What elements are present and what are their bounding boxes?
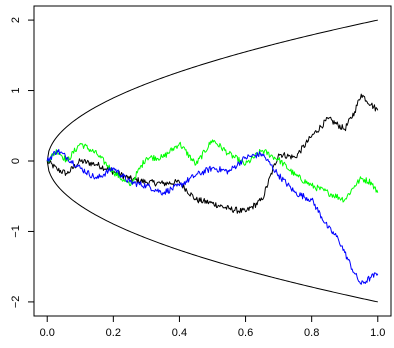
y-tick-label: 1 — [10, 87, 22, 93]
y-tick-label: −1 — [10, 225, 22, 238]
lower-boundary-line — [46, 160, 378, 303]
x-tick-label: 0.6 — [238, 327, 253, 339]
x-tick-label: 0.8 — [304, 327, 319, 339]
x-tick-label: 0.2 — [106, 327, 121, 339]
y-tick-label: 0 — [10, 158, 22, 164]
y-axis: −2 −1 0 1 2 — [10, 17, 34, 308]
x-tick-label: 0.4 — [172, 327, 187, 339]
y-tick-label: 2 — [10, 17, 22, 23]
x-tick-label: 0.0 — [40, 327, 55, 339]
y-tick-label: −2 — [10, 296, 22, 309]
series-green-line — [47, 139, 379, 203]
series-group — [46, 93, 379, 285]
series-blue-line — [46, 148, 379, 285]
boundary-curves — [46, 19, 378, 303]
upper-boundary-line — [46, 19, 378, 162]
x-tick-label: 1.0 — [370, 327, 385, 339]
series-black-line — [47, 93, 379, 214]
x-axis: 0.0 0.2 0.4 0.6 0.8 1.0 — [40, 316, 385, 339]
